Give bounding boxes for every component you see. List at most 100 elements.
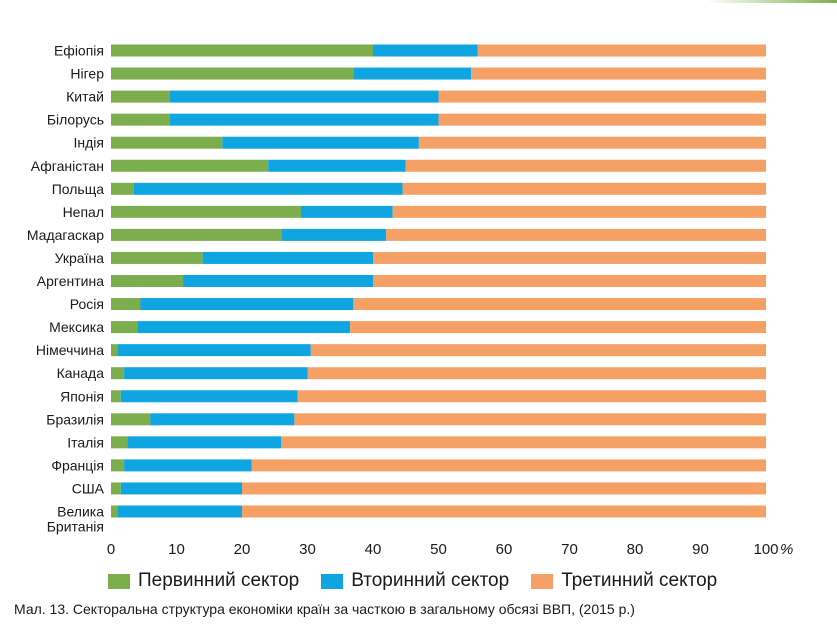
bar-segment-tertiary-8: [386, 228, 766, 241]
bar-segment-secondary-3: [169, 113, 439, 126]
category-label-9: Україна: [55, 250, 105, 266]
bar-segment-secondary-17: [127, 436, 282, 449]
bar-segment-secondary-1: [353, 67, 472, 80]
x-tick-label-60: 60: [496, 541, 513, 558]
bar-segment-primary-8: [111, 228, 282, 241]
x-tick-label-80: 80: [627, 541, 644, 558]
category-label-16: Бразилія: [46, 411, 104, 427]
bar-segment-tertiary-16: [294, 413, 766, 426]
category-label-17: Італія: [67, 434, 104, 450]
bar-segment-tertiary-13: [310, 344, 766, 357]
bar-segment-secondary-19: [120, 482, 242, 495]
bar-segment-secondary-9: [202, 251, 373, 264]
bar-segment-secondary-11: [140, 298, 354, 311]
category-label-4: Індія: [74, 135, 104, 151]
category-label-0: Ефіопія: [54, 43, 104, 59]
bar-segment-primary-14: [111, 367, 125, 380]
bar-segment-tertiary-3: [438, 113, 766, 126]
bar-segment-tertiary-17: [281, 436, 766, 449]
x-tick-label-10: 10: [168, 541, 185, 558]
category-label-20: Велика Британія: [47, 504, 104, 535]
bar-segment-tertiary-10: [373, 275, 766, 287]
bar-segment-secondary-10: [183, 275, 373, 287]
bar-segment-primary-2: [111, 90, 170, 103]
legend-label-primary: Первинний сектор: [138, 570, 300, 591]
x-tick-label-100: 100: [753, 541, 778, 558]
category-label-10: Аргентина: [37, 273, 104, 289]
bar-segment-primary-5: [111, 159, 269, 172]
x-unit-label: %: [780, 541, 793, 558]
legend-label-secondary: Вторинний сектор: [351, 570, 510, 591]
bar-segment-primary-3: [111, 113, 170, 126]
x-tick-label-50: 50: [430, 541, 447, 558]
legend-swatch-primary: [108, 573, 130, 589]
category-label-13: Німеччина: [36, 342, 104, 358]
category-label-5: Афганістан: [31, 158, 104, 174]
bar-segment-primary-15: [111, 390, 121, 403]
bar-segment-tertiary-1: [471, 67, 766, 80]
legend-item-primary: Первинний сектор: [108, 570, 299, 592]
bar-segment-tertiary-6: [402, 182, 766, 195]
bar-segment-tertiary-0: [477, 44, 766, 57]
bar-segment-secondary-13: [117, 344, 311, 357]
x-tick-label-30: 30: [299, 541, 316, 558]
x-axis: 0 10 20 30 40 50 60 70 80 90 100%: [107, 541, 794, 558]
bar-segment-tertiary-12: [350, 321, 766, 334]
bar-segment-secondary-14: [124, 367, 308, 380]
bar-segment-primary-9: [111, 251, 203, 264]
category-label-8: Мадагаскар: [27, 227, 104, 243]
bar-segment-primary-13: [111, 344, 118, 357]
category-label-6: Польща: [52, 181, 105, 197]
bar-segment-secondary-0: [373, 44, 478, 57]
category-label-3: Білорусь: [47, 112, 104, 128]
bar-segment-primary-12: [111, 321, 138, 334]
stacked-bar-chart: Ефіопія Нігер Китай Білорусь Індія Афганістан…: [27, 43, 794, 559]
x-tick-label-40: 40: [365, 541, 382, 558]
bar-segment-secondary-18: [124, 459, 252, 472]
bar-segment-secondary-6: [133, 182, 403, 195]
bar-segment-secondary-4: [222, 136, 419, 149]
category-labels: Ефіопія Нігер Китай Білорусь Індія Афганістан…: [27, 43, 105, 535]
category-label-19: США: [72, 480, 105, 496]
category-label-11: Росія: [70, 296, 104, 312]
figure-caption: Мал. 13. Секторальна структура економіки…: [14, 601, 635, 617]
category-label-2: Китай: [66, 89, 104, 105]
bar-segment-primary-17: [111, 436, 128, 449]
bar-segment-primary-4: [111, 136, 223, 149]
bar-segment-primary-16: [111, 413, 151, 426]
bar-segment-secondary-20: [117, 505, 242, 518]
bar-segment-tertiary-7: [392, 205, 766, 218]
bar-segment-tertiary-9: [373, 251, 766, 264]
category-label-14: Канада: [57, 365, 105, 381]
bar-segment-primary-7: [111, 205, 301, 218]
bar-segment-secondary-5: [268, 159, 406, 172]
legend-swatch-tertiary: [531, 573, 554, 589]
bars-group: [111, 44, 766, 518]
top-accent-line: [707, 0, 837, 3]
bar-segment-primary-6: [111, 182, 134, 195]
bar-segment-tertiary-15: [297, 390, 766, 403]
legend-swatch-secondary: [321, 573, 344, 589]
legend-label-tertiary: Третинний сектор: [561, 570, 718, 591]
x-tick-label-70: 70: [561, 541, 578, 558]
bar-segment-primary-11: [111, 298, 141, 311]
bar-segment-tertiary-18: [251, 459, 766, 472]
bar-segment-secondary-15: [120, 390, 298, 403]
legend-item-tertiary: Третинний сектор: [531, 570, 717, 592]
legend: Первинний сектор Вторинний сектор Третин…: [108, 568, 808, 594]
category-label-1: Нігер: [70, 66, 104, 82]
bar-segment-primary-0: [111, 44, 373, 57]
bar-segment-primary-19: [111, 482, 121, 495]
bar-segment-secondary-12: [137, 321, 351, 334]
legend-item-secondary: Вторинний сектор: [321, 570, 509, 592]
bar-segment-primary-10: [111, 275, 184, 287]
bar-segment-primary-18: [111, 459, 125, 472]
bar-segment-primary-20: [111, 505, 118, 518]
bar-segment-tertiary-4: [418, 136, 766, 149]
x-tick-label-0: 0: [107, 541, 115, 558]
category-label-7: Непал: [63, 204, 104, 220]
bar-segment-primary-1: [111, 67, 354, 80]
bar-segment-secondary-16: [150, 413, 295, 426]
x-tick-label-20: 20: [234, 541, 251, 558]
category-label-15: Японія: [60, 388, 104, 404]
